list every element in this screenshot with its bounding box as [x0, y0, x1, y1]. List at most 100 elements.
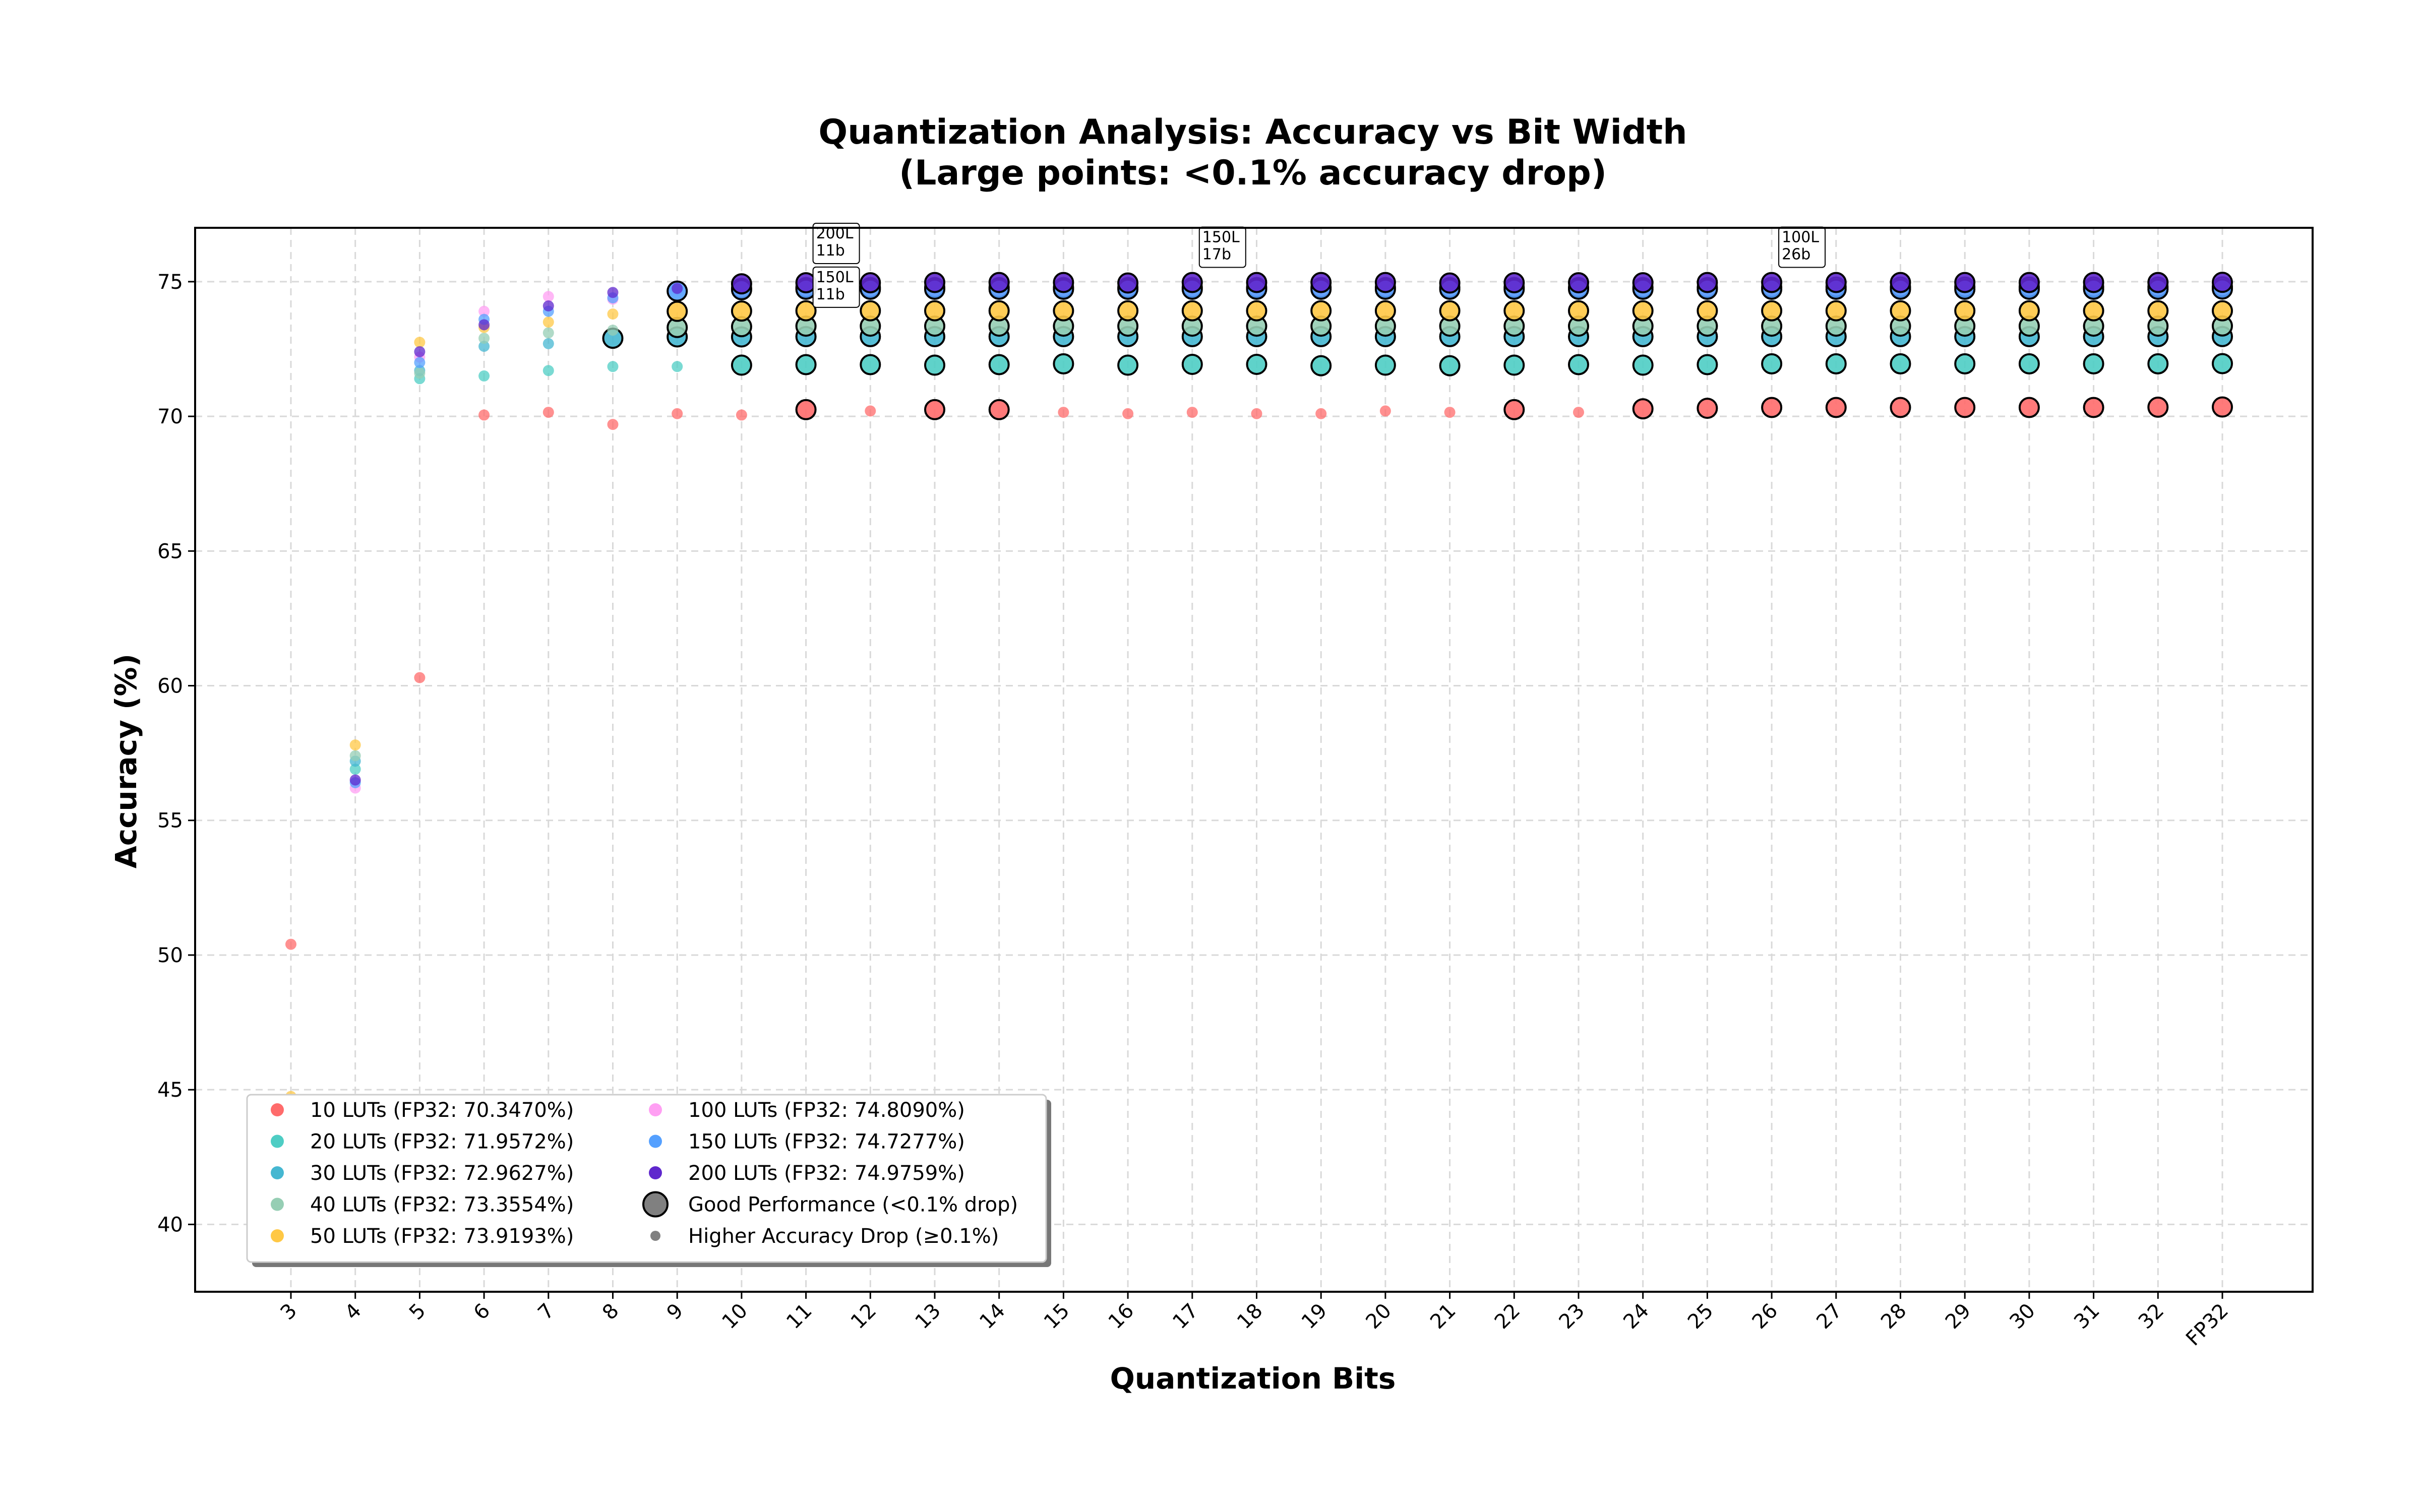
data-point [1697, 300, 1718, 322]
data-point [1503, 354, 1525, 376]
legend-marker [649, 1135, 662, 1148]
data-point [2212, 396, 2233, 418]
data-point [1374, 354, 1396, 376]
data-point [2083, 272, 2104, 293]
legend-item: 50 LUTs (FP32: 73.9193%) [271, 1225, 574, 1248]
data-point [1379, 405, 1391, 417]
data-point [1186, 407, 1198, 418]
x-tick-label: 19 [1297, 1299, 1332, 1334]
data-point [1568, 272, 1589, 294]
x-tick-label: 14 [975, 1299, 1010, 1334]
data-point [731, 300, 752, 322]
data-point [1310, 272, 1332, 293]
data-point [731, 273, 752, 295]
x-tick-label: 10 [717, 1299, 752, 1334]
data-point [1954, 353, 1976, 374]
data-point [2212, 353, 2233, 374]
data-point [1053, 272, 1074, 293]
data-point [988, 300, 1010, 322]
y-tick-label: 65 [157, 540, 183, 563]
data-point [1117, 354, 1139, 376]
data-point [860, 300, 881, 322]
legend-box [246, 1094, 1047, 1263]
chart-subtitle: (Large points: <0.1% accuracy drop) [899, 153, 1607, 193]
data-point [1310, 300, 1332, 322]
data-point [736, 409, 747, 421]
data-point [478, 319, 490, 331]
data-point [414, 346, 426, 357]
data-point [2083, 397, 2104, 418]
data-point [795, 300, 817, 322]
legend-item: 40 LUTs (FP32: 73.3554%) [271, 1193, 574, 1217]
data-point [607, 361, 619, 372]
data-point [1246, 353, 1267, 375]
data-point [478, 409, 490, 421]
data-point [924, 300, 945, 322]
data-point [1310, 355, 1332, 376]
annotation-text: 150L [816, 269, 854, 286]
data-point [478, 333, 490, 344]
data-point [1954, 300, 1976, 322]
x-axis-label: Quantization Bits [1110, 1361, 1396, 1396]
x-tick-label: 6 [469, 1299, 495, 1325]
legend-item: 150 LUTs (FP32: 74.7277%) [649, 1130, 965, 1154]
data-point [1825, 353, 1847, 374]
y-tick-label: 50 [157, 944, 183, 967]
data-point [2212, 300, 2233, 322]
data-point [731, 354, 752, 376]
data-point [1181, 300, 1203, 322]
legend-item: 100 LUTs (FP32: 74.8090%) [649, 1099, 965, 1122]
data-point [667, 300, 688, 322]
data-point [1761, 300, 1783, 322]
x-tick-label: 27 [1812, 1299, 1847, 1334]
legend-label: 20 LUTs (FP32: 71.9572%) [310, 1130, 574, 1154]
legend-marker [649, 1103, 662, 1116]
x-tick-label: 18 [1233, 1299, 1267, 1334]
data-point [349, 764, 361, 775]
data-point [542, 291, 554, 302]
x-tick-label: 16 [1104, 1299, 1139, 1334]
x-tick-label: 32 [2134, 1299, 2169, 1334]
legend-item: 20 LUTs (FP32: 71.9572%) [271, 1130, 574, 1154]
x-tick-label: 29 [1941, 1299, 1976, 1334]
data-point [414, 367, 426, 379]
data-point [1439, 300, 1461, 322]
data-point [1568, 354, 1589, 375]
data-point [1573, 407, 1584, 418]
x-tick-label: 12 [846, 1299, 881, 1334]
data-point [924, 272, 945, 293]
legend-label: Good Performance (<0.1% drop) [688, 1193, 1018, 1217]
x-tick-label: 24 [1619, 1299, 1654, 1334]
data-point [1439, 355, 1461, 376]
data-point [285, 938, 296, 950]
y-tick-label: 75 [157, 271, 183, 294]
data-point [478, 341, 490, 352]
x-tick-label: FP32 [2182, 1299, 2233, 1351]
data-point [1568, 300, 1589, 322]
x-tick-label: 25 [1683, 1299, 1718, 1334]
data-point [2147, 272, 2169, 293]
data-point [865, 405, 876, 417]
data-point [1954, 272, 1976, 293]
data-point [672, 408, 683, 419]
data-point [1890, 353, 1911, 374]
data-point [1825, 300, 1847, 322]
legend-marker [271, 1166, 284, 1179]
data-point [2018, 353, 2040, 374]
data-point [607, 419, 619, 430]
x-tick-label: 28 [1877, 1299, 1911, 1334]
data-point [860, 272, 881, 294]
legend-label: 50 LUTs (FP32: 73.9193%) [310, 1225, 574, 1248]
legend-item: Good Performance (<0.1% drop) [642, 1191, 1018, 1218]
data-point [1954, 397, 1976, 418]
x-tick-label: 20 [1361, 1299, 1396, 1334]
data-point [1890, 300, 1911, 322]
data-point [542, 407, 554, 418]
data-point [1251, 408, 1262, 419]
data-point [988, 399, 1010, 420]
data-point [414, 337, 426, 348]
data-point [1503, 272, 1525, 294]
data-point [1697, 272, 1718, 293]
data-point [1117, 300, 1139, 322]
